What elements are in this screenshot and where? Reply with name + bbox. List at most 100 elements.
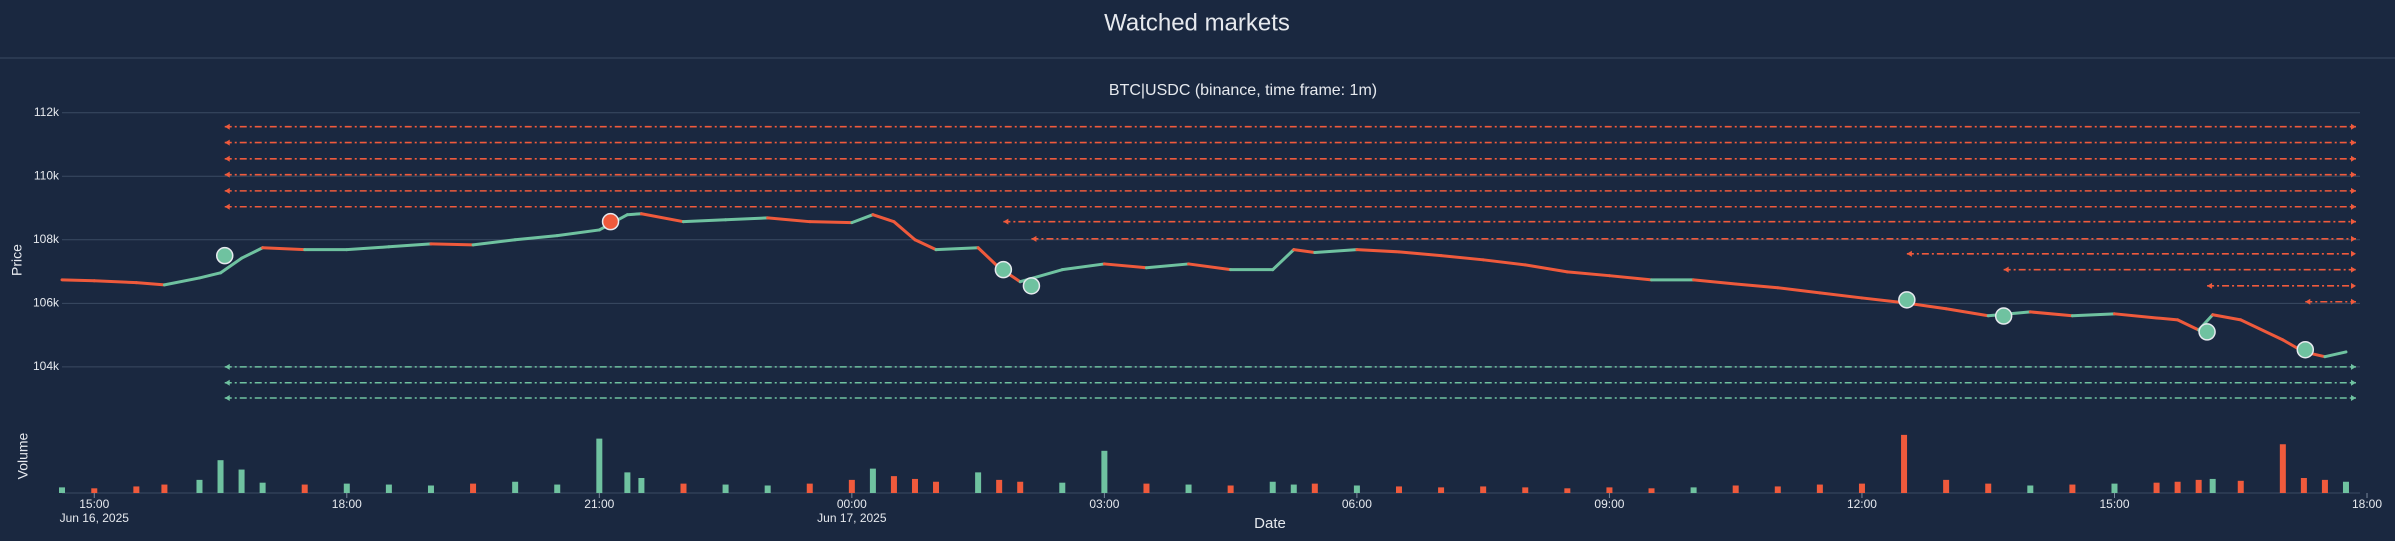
volume-bar (624, 472, 631, 493)
volume-bar (554, 484, 561, 493)
volume-bar (1227, 485, 1234, 493)
volume-bar (1143, 483, 1150, 493)
price-segment (1060, 262, 1106, 272)
price-segment (134, 281, 166, 287)
volume-bar (196, 479, 203, 493)
price-segment (934, 246, 980, 252)
volume-bar (91, 488, 98, 493)
price-segment (639, 212, 685, 224)
volume-bar (1774, 486, 1781, 493)
volume-bar (1480, 486, 1487, 493)
signal-marker (215, 246, 234, 265)
volume-bar (470, 483, 477, 493)
price-segment (808, 220, 854, 225)
x-tick-date: Jun 17, 2025 (817, 511, 887, 525)
page-title: Watched markets (1104, 9, 1290, 36)
price-segment (1292, 248, 1317, 254)
price-segment (871, 213, 896, 224)
volume-bar (1564, 488, 1571, 493)
price-segment (2112, 312, 2159, 320)
price-segment (1734, 282, 1780, 290)
price-segment (1607, 274, 1654, 282)
volume-bar (59, 487, 65, 493)
volume-bar (1269, 481, 1276, 493)
price-segment (1355, 248, 1401, 254)
volume-bar (512, 481, 519, 493)
price-segment (2176, 318, 2201, 332)
volume-bar (385, 484, 392, 493)
signal-marker (1898, 291, 1916, 309)
signal-marker (1994, 307, 2013, 325)
price-segment (850, 213, 875, 225)
volume-bar (806, 483, 813, 493)
price-segment (1776, 286, 1822, 295)
x-tick-label: 09:00 (1594, 497, 1624, 511)
price-segment (2323, 350, 2348, 359)
volume-bar (722, 484, 729, 493)
price-segment (162, 276, 201, 287)
y-tick-label: 112k (34, 105, 60, 119)
volume-bar (911, 478, 918, 493)
price-segment (92, 279, 138, 285)
x-tick-label: 06:00 (1342, 497, 1372, 511)
volume-bar (1858, 483, 1865, 493)
volume-bar (1522, 487, 1529, 493)
x-tick-label: 12:00 (1847, 497, 1877, 511)
price-segment (1187, 262, 1233, 272)
volume-bar (1017, 481, 1024, 493)
volume-bar (343, 483, 350, 493)
price-segment (1271, 248, 1296, 272)
volume-bar (1395, 486, 1402, 493)
volume-bar (161, 484, 168, 493)
price-segment (913, 238, 938, 252)
volume-bar (596, 438, 603, 493)
price-segment (345, 245, 391, 252)
volume-bar (1732, 485, 1739, 493)
price-segment (1523, 263, 1569, 274)
price-segment (1102, 262, 1148, 270)
price-segment (387, 242, 433, 249)
y-tick-label: 104k (33, 359, 60, 373)
price-segment (197, 271, 223, 280)
volume-bar (301, 484, 308, 493)
volume-bar (975, 472, 982, 493)
price-segment (2239, 318, 2285, 342)
price-segment (240, 246, 265, 260)
x-axis-label: Date (1254, 515, 1286, 532)
volume-bar (1353, 485, 1360, 493)
price-segment (1565, 270, 1611, 278)
x-tick-label: 03:00 (1089, 497, 1119, 511)
price-segment (1397, 250, 1443, 258)
volume-bar (1101, 450, 1108, 493)
volume-bar (1901, 434, 1908, 493)
y-tick-label: 106k (33, 296, 60, 310)
y-axis-label: Volume (15, 432, 31, 479)
volume-bar (2153, 482, 2160, 493)
price-segment (513, 234, 559, 242)
price-segment (1860, 296, 1906, 305)
price-segment (1692, 278, 1738, 286)
volume-bar (1648, 488, 1655, 493)
price-segment (2211, 313, 2243, 322)
price-segment (892, 220, 917, 242)
x-tick-label: 21:00 (584, 497, 614, 511)
x-tick-date: Jun 16, 2025 (60, 511, 130, 525)
signal-marker (994, 260, 1013, 279)
volume-bar (2195, 479, 2202, 493)
x-tick-label: 15:00 (2099, 497, 2129, 511)
y-tick-label: 110k (34, 168, 60, 182)
price-segment (1313, 248, 1359, 254)
price-segment (766, 216, 812, 224)
price-segment (2028, 310, 2074, 318)
volume-bar (1438, 487, 1445, 493)
volume-bar (2027, 485, 2034, 493)
volume-bar (890, 476, 897, 493)
price-segment (2155, 316, 2180, 322)
volume-bar (2321, 479, 2328, 493)
volume-bar (2237, 480, 2244, 493)
chart-title: BTC|USDC (binance, time frame: 1m) (1109, 82, 1377, 99)
volume-bar (259, 482, 266, 493)
price-segment (1439, 254, 1485, 262)
y-tick-label: 108k (33, 232, 60, 246)
volume-bar (2111, 483, 2118, 493)
